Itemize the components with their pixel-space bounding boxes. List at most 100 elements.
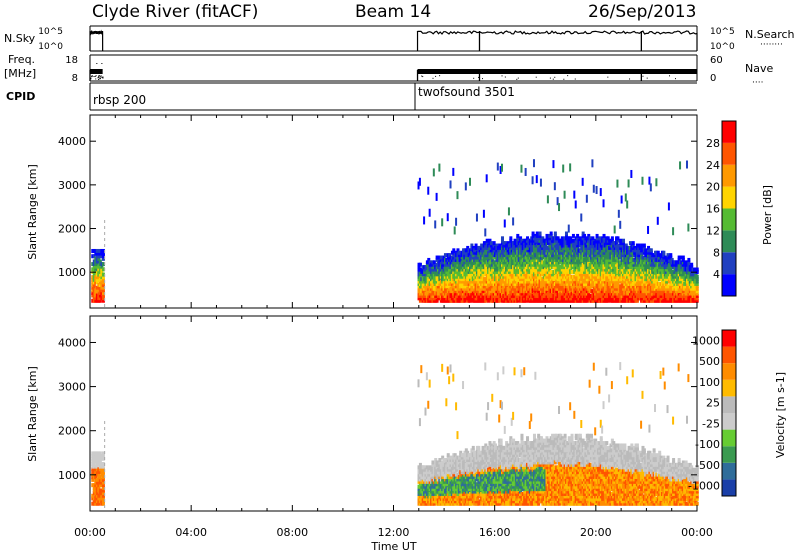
scatter-cell xyxy=(672,227,674,235)
nsky-tick-high: 10^5 xyxy=(38,27,63,37)
freq-dot xyxy=(669,75,670,76)
scatter-cell xyxy=(483,210,485,218)
scatter-cell xyxy=(573,191,575,199)
scatter-cell xyxy=(616,236,619,240)
freq-dot xyxy=(101,75,102,76)
freq-dot xyxy=(575,79,576,80)
scatter-cell xyxy=(450,180,452,188)
colorbar-cell xyxy=(722,274,736,296)
nsky-segment xyxy=(418,31,698,51)
scatter-cell xyxy=(441,218,443,226)
scatter-cell xyxy=(621,195,623,203)
scatter-cell xyxy=(508,207,510,215)
scatter-cell xyxy=(690,263,693,267)
scatter-cell xyxy=(580,214,582,222)
scatter-cell xyxy=(540,179,542,187)
scatter-cell xyxy=(679,161,681,169)
scatter-cell xyxy=(532,176,534,184)
scatter-cell xyxy=(554,182,556,190)
freq-band xyxy=(90,69,103,74)
scatter-cell xyxy=(625,193,627,201)
freq-dot xyxy=(435,76,436,77)
scatter-cell xyxy=(424,408,426,416)
scatter-cell xyxy=(419,418,421,426)
freq-dot xyxy=(102,77,103,78)
freq-trace xyxy=(90,63,697,81)
nsearch-tick-high: 10^5 xyxy=(710,27,735,37)
scatter-cell xyxy=(687,224,689,232)
colorbar-cell xyxy=(722,121,736,143)
scatter-cell xyxy=(546,234,549,238)
scatter-cell xyxy=(429,209,431,217)
freq-dot xyxy=(536,77,537,78)
scatter-cell xyxy=(644,248,647,252)
freq-dot xyxy=(550,78,551,79)
scatter-cell xyxy=(569,163,571,171)
freq-dot xyxy=(478,77,479,78)
scatter-cell xyxy=(433,168,435,176)
scatter-cell xyxy=(582,178,584,186)
colorbar-cell xyxy=(722,165,736,187)
freq-dot xyxy=(103,77,104,78)
scatter-cell xyxy=(418,379,420,387)
y-tick-label: 3000 xyxy=(58,179,86,192)
freq-dot xyxy=(94,76,95,77)
scatter-cell xyxy=(572,234,575,238)
scatter-cell xyxy=(643,244,646,248)
beam-label: Beam 14 xyxy=(355,2,431,22)
freq-dot xyxy=(473,78,474,79)
colorbar-tick-label: 12 xyxy=(706,224,720,237)
scatter-cell xyxy=(696,268,699,272)
plot-title: Clyde River (fitACF) xyxy=(92,2,258,22)
scatter-cell xyxy=(533,159,535,167)
freq-dot xyxy=(563,79,564,80)
freq-dot xyxy=(422,76,423,77)
freq-dot xyxy=(554,77,555,78)
scatter-cell xyxy=(437,256,440,260)
scatter-cell xyxy=(611,236,614,240)
scatter-cell xyxy=(565,232,568,236)
cpid-entry-twofsound: twofsound 3501 xyxy=(418,85,515,99)
scatter-cell xyxy=(591,236,594,240)
scatter-cell xyxy=(650,248,653,252)
scatter-cell xyxy=(628,179,630,187)
scatter-cell xyxy=(420,365,422,373)
freq-label: Freq. xyxy=(8,53,35,66)
freq-band xyxy=(418,69,697,74)
freq-dot xyxy=(516,79,517,80)
scatter-cell xyxy=(662,251,665,255)
freq-dot xyxy=(629,78,630,79)
nsky-label: N.Sky xyxy=(4,32,36,45)
scatter-cell xyxy=(475,244,478,248)
scatter-cell xyxy=(550,232,553,236)
cpid-panel: CPID rbsp 200 twofsound 3501 xyxy=(6,83,697,110)
freq-dot xyxy=(518,78,519,79)
scatter-cell xyxy=(490,241,493,245)
scatter-cell xyxy=(493,241,496,245)
scatter-cell xyxy=(575,200,577,208)
nave-label: Nave xyxy=(745,62,773,75)
scatter-cell xyxy=(440,256,443,260)
freq-dot xyxy=(91,76,92,77)
freq-dot xyxy=(647,78,648,79)
colorbar-tick-label: 20 xyxy=(706,181,720,194)
scatter-cell xyxy=(525,168,527,176)
scatter-cell xyxy=(596,234,599,238)
freq-dot xyxy=(505,77,506,78)
colorbar-cell xyxy=(722,143,736,165)
scatter-cell xyxy=(431,460,434,464)
scatter-cell xyxy=(616,180,618,188)
scatter-cell xyxy=(554,232,557,236)
scatter-cell xyxy=(552,160,554,168)
scatter-cell xyxy=(669,253,672,257)
scatter-cell xyxy=(603,199,605,207)
power-ylabel: Slant Range [km] xyxy=(26,164,39,260)
scatter-cell xyxy=(469,178,471,186)
nsky-tick-low: 10^0 xyxy=(38,42,63,52)
scatter-cell xyxy=(568,225,570,233)
scatter-cell xyxy=(539,232,542,236)
freq-dot xyxy=(607,77,608,78)
nsky-panel: N.Sky N.Search ········ 10^5 10^0 10^5 1… xyxy=(4,26,795,52)
y-tick-label: 2000 xyxy=(58,223,86,236)
scatter-cell xyxy=(586,195,588,203)
